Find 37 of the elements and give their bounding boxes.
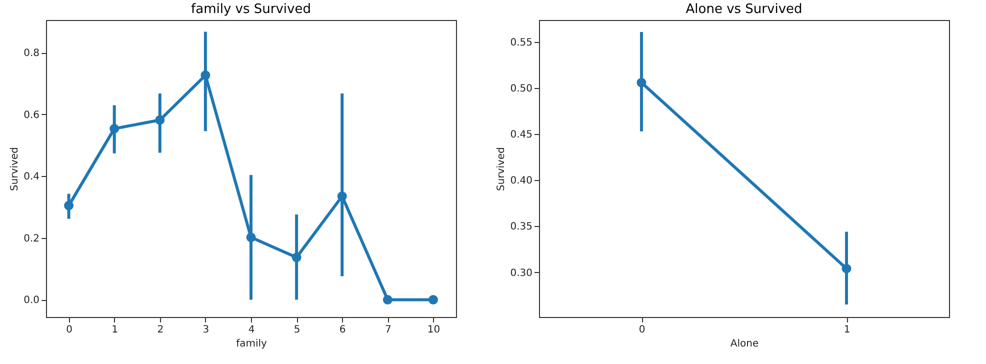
y-tick-label: 0.4 <box>24 172 40 183</box>
x-tick-label: 2 <box>157 324 164 336</box>
y-tick-label: 0.30 <box>510 268 532 279</box>
point <box>64 200 74 210</box>
x-tick-label: 5 <box>294 324 300 336</box>
point <box>200 70 210 80</box>
point <box>428 294 438 304</box>
x-tick-label: 3 <box>202 324 210 336</box>
y-tick-label: 0.55 <box>510 38 532 49</box>
point <box>110 124 120 134</box>
x-axis-title: Alone <box>730 338 759 350</box>
y-tick-label: 0.50 <box>510 84 532 95</box>
x-tick-label: 10 <box>427 324 440 336</box>
y-tick-label: 0.0 <box>24 295 40 306</box>
x-tick-label: 6 <box>339 324 346 336</box>
y-axis-title: Survived <box>496 147 508 191</box>
point <box>337 192 347 202</box>
point <box>246 232 256 242</box>
y-tick-label: 0.45 <box>510 130 532 141</box>
y-tick-label: 0.6 <box>24 110 40 121</box>
x-tick-label: 0 <box>66 324 72 336</box>
x-tick-label: 1 <box>844 324 850 336</box>
x-tick-label: 0 <box>638 324 646 336</box>
chart-title: Alone vs Survived <box>686 2 802 17</box>
chart-title: family vs Survived <box>191 2 311 17</box>
x-tick-label: 7 <box>384 324 392 336</box>
x-axis-title: family <box>236 338 268 350</box>
y-tick-label: 0.2 <box>24 233 40 244</box>
point <box>155 115 165 125</box>
y-tick-label: 0.8 <box>24 48 40 60</box>
x-tick-label: 4 <box>248 324 255 336</box>
point <box>292 252 302 262</box>
y-axis-title: Survived <box>10 147 21 191</box>
point <box>382 294 392 304</box>
x-tick-label: 1 <box>112 324 118 336</box>
y-tick-label: 0.40 <box>510 176 532 187</box>
y-tick-label: 0.35 <box>510 222 532 233</box>
